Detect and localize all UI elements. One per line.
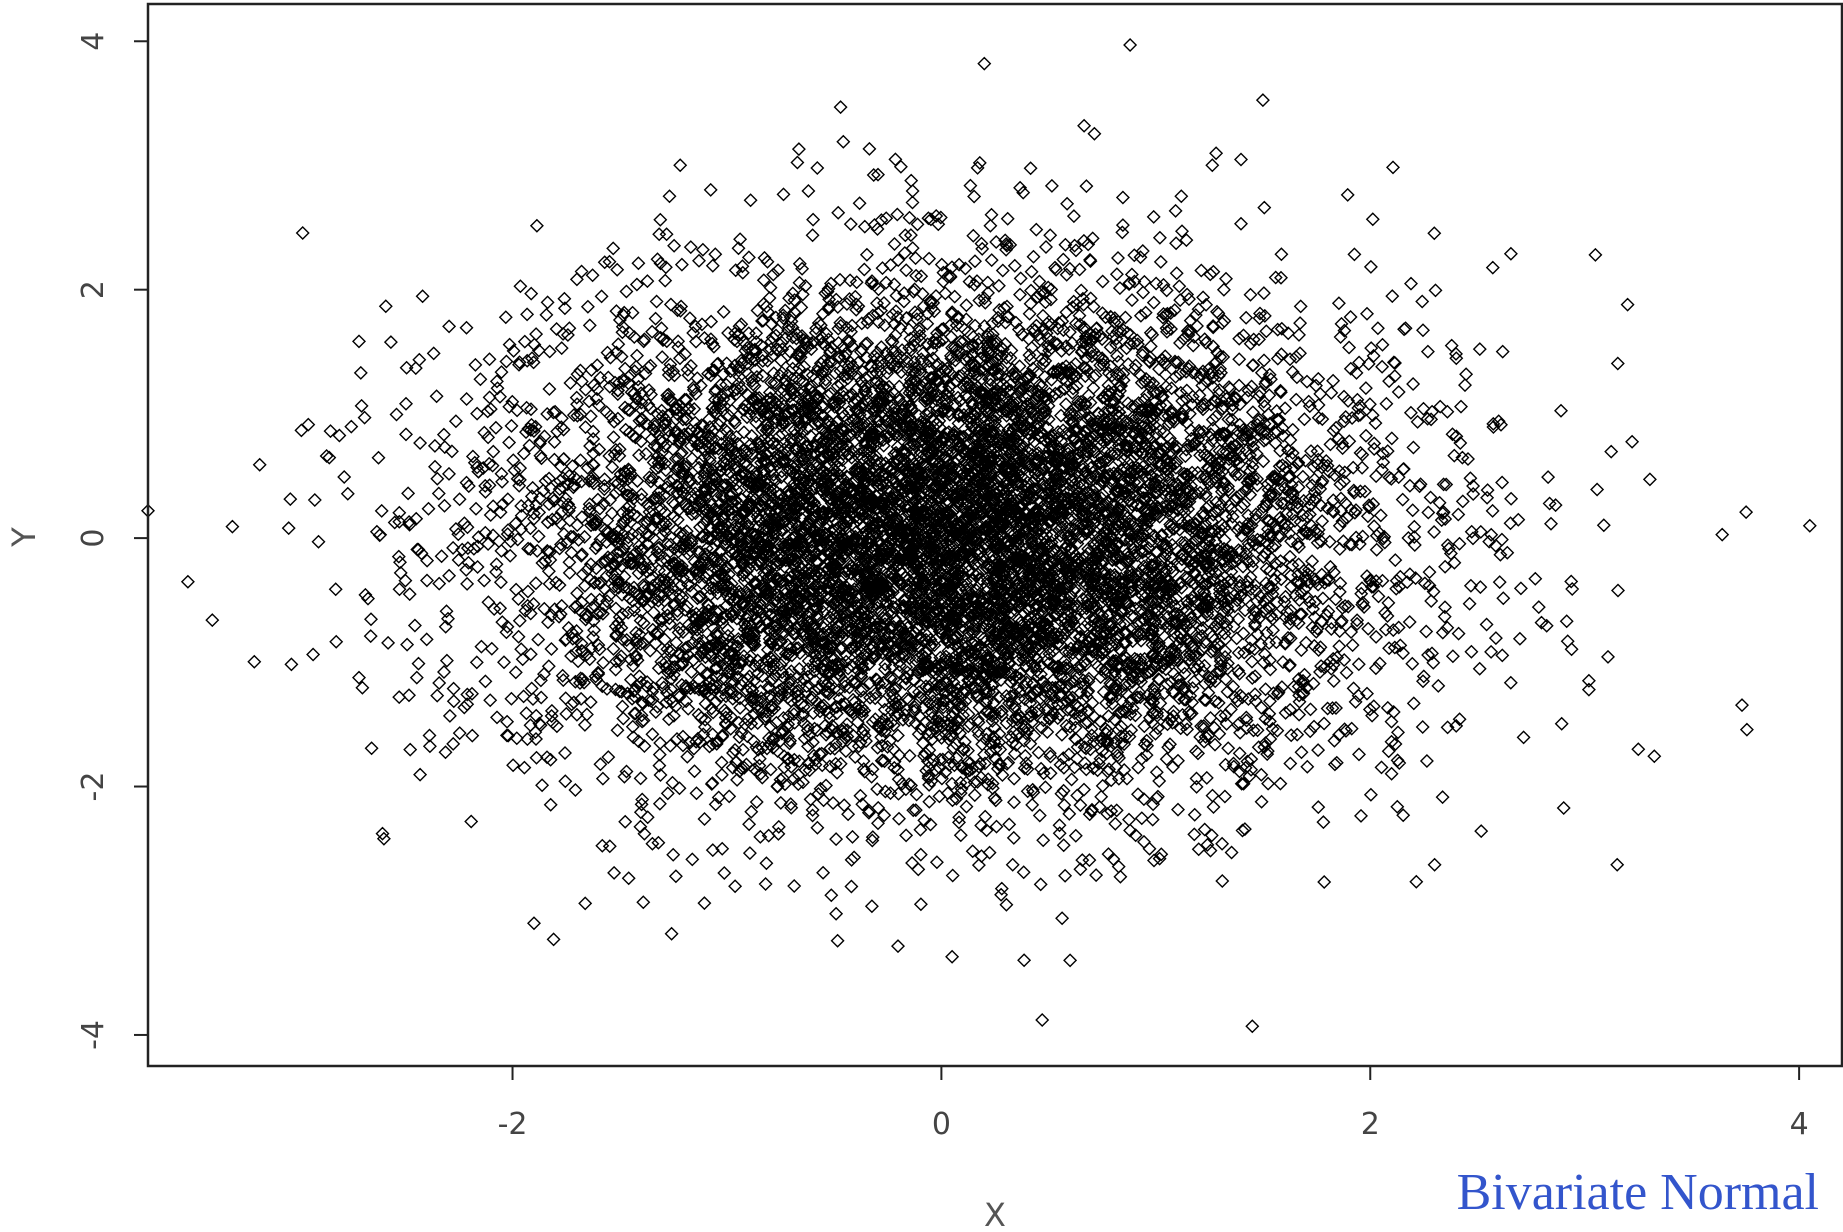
x-tick-label: -2 [498,1107,528,1142]
plot-frame [146,2,1843,1068]
scatter-point-markers [141,38,1817,1034]
y-tick-label: -2 [76,772,111,802]
y-axis-label: Y [5,527,43,548]
x-tick-label: 2 [1361,1107,1380,1142]
y-tick-label: 4 [76,32,111,51]
axes: -2 0 2 4 -4 -2 0 2 4 [76,2,1843,1142]
y-tick-label: 0 [76,529,111,548]
caption: Bivariate Normal [1456,1164,1819,1221]
y-tick-label: 2 [76,280,111,299]
y-tick-label: -4 [76,1020,111,1050]
scatter-points [141,38,1817,1034]
x-tick-label: 0 [932,1107,951,1142]
x-axis-label: X [984,1196,1006,1232]
x-tick-label: 4 [1790,1107,1809,1142]
